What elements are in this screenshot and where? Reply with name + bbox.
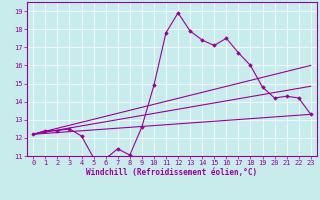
- X-axis label: Windchill (Refroidissement éolien,°C): Windchill (Refroidissement éolien,°C): [86, 168, 258, 177]
